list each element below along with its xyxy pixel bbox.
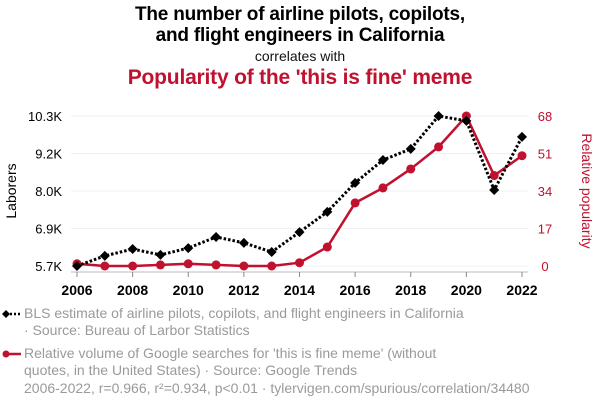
chart-title-line-2: and flight engineers in California [155,25,445,46]
chart-title-line-1: The number of airline pilots, copilots, [134,4,465,25]
series-1-point [433,111,444,121]
y-left-tick-label: 5.7K [35,259,62,274]
series-2-point [100,261,110,271]
series-2-point [183,259,193,269]
y-right-tick-label: 34 [538,184,552,199]
solid-line-circle-marker-icon [2,350,21,358]
x-tick-label: 2020 [451,282,482,298]
series-1-point [238,237,249,248]
series-1-point [266,246,277,257]
legend-source-series-1: · Source: Bureau of Larbor Statistics [24,322,250,338]
chart-title-secondary: Popularity of the 'this is fine' meme [127,66,473,89]
series-1-point [489,185,500,196]
series-1-point [461,115,472,126]
series-2-point [155,260,165,270]
series-2-point [267,261,277,271]
series-2-point [295,258,304,268]
series-1-point [350,177,361,188]
series-1-point [294,227,305,238]
series-2-point [378,183,388,193]
y-left-tick-label: 8.0K [35,184,62,199]
x-tick-label: 2014 [284,282,315,298]
series-1-point [517,131,527,142]
series-1-point [127,244,138,255]
y-right-tick-label: 51 [538,147,552,162]
y-right-axis-label: Relative popularity [579,133,595,248]
x-tick-label: 2010 [173,282,204,298]
series-1-point [99,250,110,261]
y-right-tick-label: 68 [538,109,552,124]
series-2-point [406,164,416,174]
y-right-tick-label: 17 [538,222,552,237]
series-2-point [434,142,444,152]
legend-label-series-2: Relative volume of Google searches for '… [24,345,437,361]
series-2-point [350,198,360,208]
line-chart: 5.7K 6.9K 8.0K 9.2K 10.3K 0 17 34 51 68 2006 2008 20… [3,109,595,298]
legend-label-series-1: BLS estimate of airline pilots, copilots… [24,305,464,321]
series-1-point [405,143,416,154]
series-2-point [322,242,332,252]
y-right-tick-label: 0 [541,259,548,274]
series-1-point [183,243,194,254]
y-left-tick-label: 9.2K [35,147,62,162]
series-1-point [377,155,388,166]
legend-source-series-2: quotes, in the United States) · Source: … [24,362,358,378]
legend-item-series-1: BLS estimate of airline pilots, copilots… [2,305,494,339]
dotted-line-diamond-marker-icon [2,310,21,318]
series-2-point [211,260,221,270]
y-left-tick-label: 6.9K [35,222,62,237]
x-tick-label: 2018 [395,282,426,298]
chart-subtitle: correlates with [254,48,346,64]
y-left-tick-label: 10.3K [28,109,62,124]
series-2-point [239,261,249,271]
x-tick-label: 2022 [506,282,537,298]
series-1-line [76,114,524,268]
x-tick-label: 2016 [340,282,371,298]
y-left-axis-label: Laborers [3,163,19,218]
legend-item-series-2: Relative volume of Google searches for '… [2,345,494,379]
x-tick-label: 2006 [61,282,92,298]
x-tick-label: 2012 [228,282,259,298]
series-2-point [489,171,499,181]
series-1-point [155,249,166,260]
series-1-point [322,206,333,217]
series-1-point [72,261,82,271]
x-tick-label: 2008 [117,282,148,298]
series-2-point [517,151,527,161]
series-1-point [211,231,222,242]
chart-footer: 2006-2022, r=0.966, r²=0.934, p<0.01 · t… [24,380,530,396]
series-2-point [128,261,138,271]
